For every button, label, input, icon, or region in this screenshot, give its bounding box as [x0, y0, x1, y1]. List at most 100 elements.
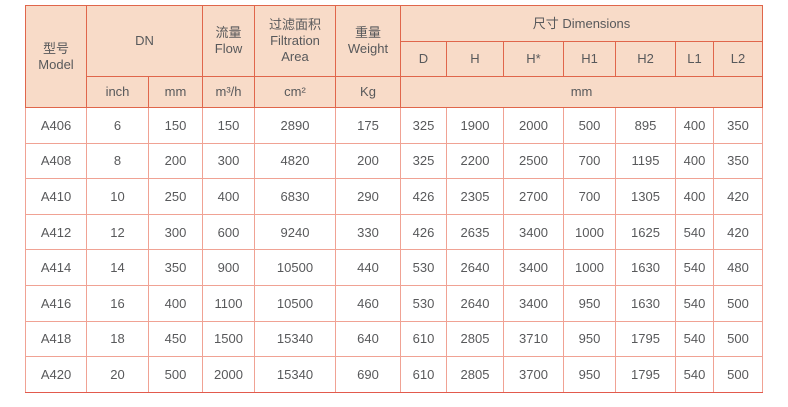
value-cell: 440	[335, 249, 401, 286]
value-cell: 12	[86, 213, 149, 251]
header-flow-en: Flow	[214, 41, 243, 56]
value-cell: 500	[563, 107, 616, 144]
header-dn: DN	[86, 5, 203, 77]
value-cell: 350	[148, 249, 203, 286]
table-row: A410 10 250 400 6830 290 426 2305 2700 700 1305 400…	[25, 178, 764, 215]
page: 型号 Model DN 流量 Flow 过滤面积 Filtration Area…	[25, 5, 764, 393]
value-cell: 540	[675, 284, 714, 322]
value-cell: 2640	[446, 284, 504, 322]
value-cell: 3400	[503, 284, 564, 322]
header-row-2: D H H* H1 H2 L1 L2	[26, 41, 764, 77]
model-cell: A408	[25, 142, 87, 180]
table-row: A412 12 300 600 9240 330 426 2635 3400 1000 1625 54…	[25, 213, 764, 251]
unit-dims-mm: mm	[399, 76, 764, 108]
header-filtration-zh: 过滤面积	[268, 17, 321, 32]
value-cell: 18	[86, 320, 149, 358]
value-cell: 1000	[563, 249, 616, 286]
value-cell: 2805	[446, 320, 504, 358]
value-cell: 400	[202, 178, 255, 215]
value-cell: 2200	[446, 142, 504, 180]
value-cell: 1795	[615, 320, 676, 358]
value-cell: 400	[675, 107, 714, 144]
value-cell: 1625	[615, 213, 676, 251]
value-cell: 480	[712, 249, 764, 286]
value-cell: 6830	[254, 178, 336, 215]
value-cell: 2640	[446, 249, 504, 286]
value-cell: 640	[335, 320, 401, 358]
unit-area: cm²	[254, 76, 336, 108]
value-cell: 900	[202, 249, 255, 286]
value-cell: 1630	[615, 284, 676, 322]
header-dim-l2: L2	[712, 41, 764, 77]
value-cell: 700	[563, 142, 616, 180]
header-flow: 流量 Flow	[202, 5, 255, 77]
unit-weight: Kg	[335, 76, 401, 108]
value-cell: 500	[148, 356, 203, 393]
value-cell: 600	[202, 213, 255, 251]
value-cell: 540	[675, 356, 714, 393]
value-cell: 1630	[615, 249, 676, 286]
value-cell: 450	[148, 320, 203, 358]
model-cell: A412	[25, 213, 87, 251]
header-flow-zh: 流量	[215, 25, 242, 40]
value-cell: 300	[148, 213, 203, 251]
value-cell: 3400	[503, 249, 564, 286]
value-cell: 2635	[446, 213, 504, 251]
header-row-3: inch mm m³/h cm² Kg mm	[26, 76, 764, 108]
value-cell: 2305	[446, 178, 504, 215]
header-model: 型号 Model	[25, 5, 87, 108]
value-cell: 175	[335, 107, 401, 144]
spec-table: 型号 Model DN 流量 Flow 过滤面积 Filtration Area…	[25, 5, 764, 393]
value-cell: 325	[400, 142, 447, 180]
value-cell: 1000	[563, 213, 616, 251]
value-cell: 426	[400, 178, 447, 215]
value-cell: 2000	[503, 107, 564, 144]
value-cell: 610	[400, 320, 447, 358]
value-cell: 500	[712, 320, 764, 358]
value-cell: 2500	[503, 142, 564, 180]
value-cell: 3710	[503, 320, 564, 358]
unit-flow: m³/h	[202, 76, 255, 108]
value-cell: 330	[335, 213, 401, 251]
header-dim-l1: L1	[675, 41, 714, 77]
header-weight-en: Weight	[347, 41, 389, 56]
value-cell: 16	[86, 284, 149, 322]
header-filtration-area: 过滤面积 Filtration Area	[254, 5, 336, 77]
value-cell: 1900	[446, 107, 504, 144]
model-cell: A410	[25, 178, 87, 215]
value-cell: 10	[86, 178, 149, 215]
value-cell: 1195	[615, 142, 676, 180]
unit-inch: inch	[86, 76, 149, 108]
value-cell: 530	[400, 249, 447, 286]
table-row: A406 6 150 150 2890 175 325 1900 2000 500 895 400 35…	[25, 107, 764, 144]
value-cell: 4820	[254, 142, 336, 180]
value-cell: 10500	[254, 249, 336, 286]
table-row: A420 20 500 2000 15340 690 610 2805 3700 950 1795 5…	[25, 356, 764, 393]
header-row-1: 型号 Model DN 流量 Flow 过滤面积 Filtration Area…	[25, 5, 764, 108]
value-cell: 150	[202, 107, 255, 144]
value-cell: 15340	[254, 356, 336, 393]
model-cell: A418	[25, 320, 87, 358]
value-cell: 250	[148, 178, 203, 215]
header-model-zh: 型号	[42, 40, 69, 56]
value-cell: 950	[563, 356, 616, 393]
value-cell: 1795	[615, 356, 676, 393]
header-filtration-en1: Filtration	[270, 33, 320, 48]
value-cell: 895	[615, 107, 676, 144]
header-dim-h2: H2	[615, 41, 676, 77]
model-cell: A416	[25, 284, 87, 322]
value-cell: 1500	[202, 320, 255, 358]
value-cell: 690	[335, 356, 401, 393]
value-cell: 9240	[254, 213, 336, 251]
value-cell: 2890	[254, 107, 336, 144]
value-cell: 500	[712, 284, 764, 322]
value-cell: 290	[335, 178, 401, 215]
value-cell: 1100	[202, 284, 255, 322]
value-cell: 540	[675, 249, 714, 286]
table-row: A416 16 400 1100 10500 460 530 2640 3400 950 1630 5…	[25, 284, 764, 322]
table-row: A418 18 450 1500 15340 640 610 2805 3710 950 1795 5…	[25, 320, 764, 358]
value-cell: 14	[86, 249, 149, 286]
value-cell: 400	[675, 142, 714, 180]
value-cell: 2000	[202, 356, 255, 393]
header-dim-h1: H1	[563, 41, 616, 77]
